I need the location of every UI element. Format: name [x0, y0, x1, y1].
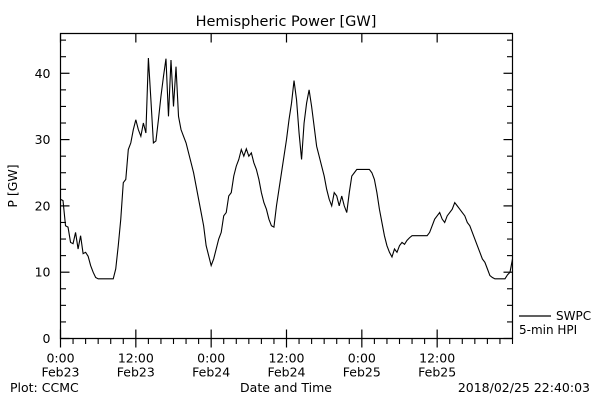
- y-axis: 0 10 20 30 40: [35, 39, 513, 346]
- x-tick-label-date: Feb23: [117, 365, 155, 380]
- legend: SWPC 5-min HPI: [519, 309, 591, 337]
- x-tick-label-time: 0:00: [348, 351, 376, 366]
- x-tick-label-date: Feb25: [418, 365, 456, 380]
- x-tick-label-time: 0:00: [197, 351, 225, 366]
- x-tick-label-date: Feb23: [41, 365, 79, 380]
- legend-label-line2: 5-min HPI: [519, 323, 577, 337]
- x-tick-label-time: 12:00: [118, 351, 154, 366]
- x-tick-label-date: Feb25: [343, 365, 381, 380]
- chart-title: Hemispheric Power [GW]: [196, 14, 377, 30]
- timestamp-label: 2018/02/25 22:40:03: [458, 380, 590, 395]
- series-line-swpc: [60, 57, 514, 280]
- x-axis: 0:00Feb2312:00Feb230:00Feb2412:00Feb240:…: [41, 33, 514, 380]
- y-tick-label: 40: [35, 66, 51, 81]
- x-tick-label-date: Feb24: [267, 365, 305, 380]
- x-tick-label-date: Feb24: [192, 365, 230, 380]
- y-tick-label: 10: [35, 265, 51, 280]
- y-axis-title: P [GW]: [5, 164, 20, 207]
- data-series-swpc-5min-hpi: [60, 57, 514, 280]
- y-tick-label: 20: [35, 198, 51, 213]
- x-tick-label-time: 0:00: [46, 351, 74, 366]
- y-tick-label: 0: [43, 331, 51, 346]
- xaxis-caption-label: Date and Time: [240, 380, 332, 395]
- x-tick-label-time: 12:00: [419, 351, 455, 366]
- legend-label-line1: SWPC: [556, 309, 591, 323]
- x-tick-label-time: 12:00: [268, 351, 304, 366]
- y-tick-label: 30: [35, 132, 51, 147]
- plot-credit-label: Plot: CCMC: [10, 380, 79, 395]
